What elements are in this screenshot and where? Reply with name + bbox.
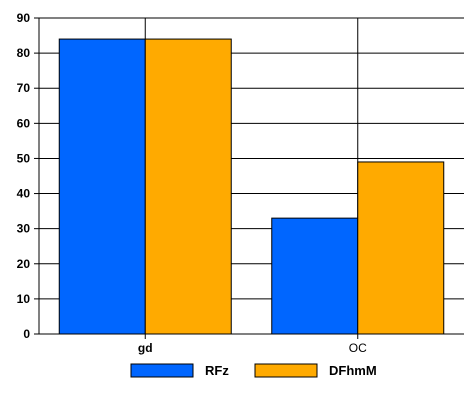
bar-DFhmM-gd xyxy=(144,38,232,335)
bar-RFz-gd xyxy=(58,38,146,335)
tick-labels: 0 10 20 30 40 50 60 70 80 90 gd OC xyxy=(17,11,367,355)
y-tick-label-10: 10 xyxy=(17,292,31,306)
y-tick-label-50: 50 xyxy=(17,151,31,165)
y-tick-label-20: 20 xyxy=(17,257,31,271)
y-tick-label-0: 0 xyxy=(23,327,30,341)
x-tick-label-gd: gd xyxy=(138,341,153,355)
y-tick-label-70: 70 xyxy=(17,81,31,95)
axes xyxy=(34,17,464,339)
legend: RFz DFhmM xyxy=(130,363,377,378)
legend-label-RFz: RFz xyxy=(205,363,229,378)
bars xyxy=(58,38,445,335)
y-tick-label-90: 90 xyxy=(17,11,31,25)
y-tick-label-30: 30 xyxy=(17,222,31,236)
y-tick-label-80: 80 xyxy=(17,46,31,60)
bar-DFhmM-OC xyxy=(357,161,445,335)
y-tick-label-40: 40 xyxy=(17,187,31,201)
bar-RFz-OC xyxy=(271,217,359,335)
y-tick-label-60: 60 xyxy=(17,116,31,130)
legend-swatch-RFz xyxy=(130,363,194,378)
legend-swatch-DFhmM xyxy=(254,363,318,378)
legend-label-DFhmM: DFhmM xyxy=(329,363,377,378)
x-tick-label-OC: OC xyxy=(349,341,367,355)
